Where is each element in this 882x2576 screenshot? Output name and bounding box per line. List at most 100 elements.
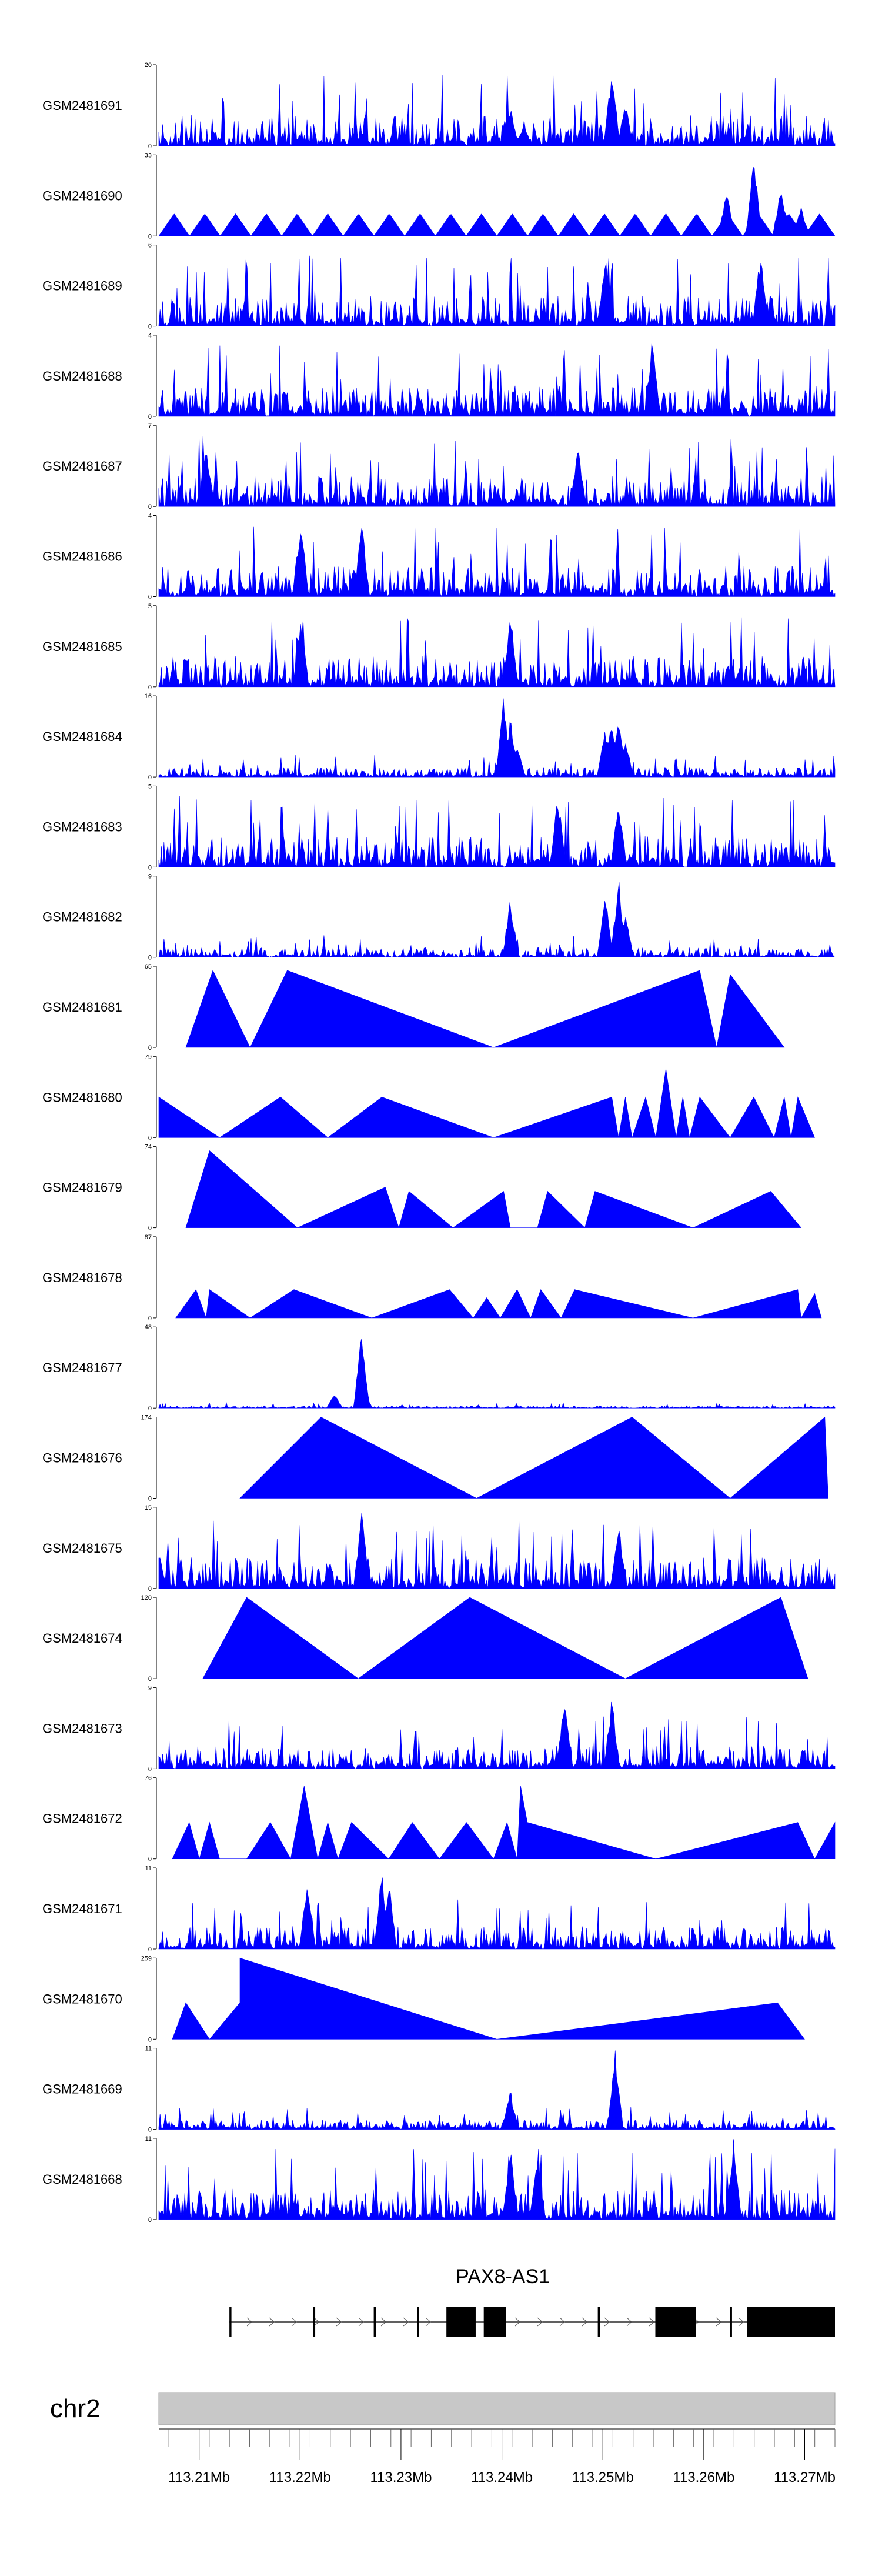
- signal-area: [239, 1416, 828, 1499]
- y-min-label: 0: [148, 1856, 152, 1863]
- signal-area: [158, 1701, 836, 1770]
- y-max-label: 16: [145, 693, 152, 700]
- signal-area: [172, 1786, 836, 1860]
- exon: [229, 2307, 232, 2337]
- y-min-label: 0: [148, 1676, 152, 1683]
- exon: [373, 2307, 376, 2337]
- track-GSM2481680: GSM2481680 79 0: [42, 1053, 815, 1142]
- track-label: GSM2481678: [42, 1270, 122, 1285]
- strand-arrow: [358, 2317, 364, 2327]
- track-label: GSM2481689: [42, 279, 122, 293]
- track-label: GSM2481682: [42, 910, 122, 925]
- x-tick-label: 113.26Mb: [673, 2470, 734, 2485]
- strand-arrow: [246, 2317, 252, 2327]
- track-label: GSM2481680: [42, 1090, 122, 1105]
- y-min-label: 0: [148, 955, 152, 962]
- y-max-label: 20: [145, 62, 152, 69]
- exon: [655, 2307, 696, 2337]
- track-label: GSM2481672: [42, 1811, 122, 1826]
- track-label: GSM2481687: [42, 459, 122, 473]
- x-tick-label: 113.23Mb: [370, 2470, 432, 2485]
- track-label: GSM2481685: [42, 639, 122, 654]
- track-GSM2481679: GSM2481679 74 0: [42, 1144, 802, 1232]
- y-min-label: 0: [148, 503, 152, 510]
- y-max-label: 11: [145, 2046, 152, 2053]
- exon: [597, 2307, 600, 2337]
- y-min-label: 0: [148, 1134, 152, 1142]
- track-GSM2481673: GSM2481673 9 0: [42, 1684, 836, 1773]
- y-min-label: 0: [148, 684, 152, 691]
- y-max-label: 120: [141, 1594, 152, 1601]
- chromosome-band: [158, 2392, 836, 2425]
- track-GSM2481668: GSM2481668 11 0: [42, 2135, 836, 2224]
- track-label: GSM2481670: [42, 1991, 122, 2006]
- track-label: GSM2481668: [42, 2172, 122, 2187]
- track-label: GSM2481677: [42, 1360, 122, 1375]
- exon: [730, 2307, 732, 2337]
- y-min-label: 0: [148, 774, 152, 781]
- x-tick-label: 113.27Mb: [774, 2470, 836, 2485]
- signal-area: [158, 796, 836, 867]
- y-min-label: 0: [148, 1496, 152, 1503]
- track-GSM2481674: GSM2481674 120 0: [42, 1594, 808, 1683]
- y-max-label: 6: [148, 242, 152, 249]
- y-max-label: 7: [148, 422, 152, 429]
- y-min-label: 0: [148, 594, 152, 601]
- y-max-label: 259: [141, 1955, 152, 1962]
- y-min-label: 0: [148, 2127, 152, 2134]
- chromosome-ideogram: chr2: [50, 2392, 836, 2425]
- y-min-label: 0: [148, 1405, 152, 1412]
- gene-track: PAX8-AS1: [229, 2265, 835, 2337]
- y-max-label: 4: [148, 332, 152, 339]
- y-min-label: 0: [148, 2217, 152, 2224]
- signal-area: [158, 343, 836, 417]
- strand-arrow: [269, 2317, 275, 2327]
- track-GSM2481681: GSM2481681 65 0: [42, 963, 785, 1052]
- strand-arrow: [738, 2317, 744, 2327]
- signal-area: [158, 2139, 836, 2220]
- strand-arrow: [291, 2317, 297, 2327]
- y-max-label: 9: [148, 1684, 152, 1691]
- signal-area: [172, 1957, 805, 2040]
- strand-arrow: [313, 2317, 319, 2327]
- track-GSM2481688: GSM2481688 4 0: [42, 332, 836, 421]
- exon: [446, 2307, 476, 2337]
- track-GSM2481671: GSM2481671 11 0: [42, 1865, 836, 1953]
- x-tick-label: 113.24Mb: [471, 2470, 533, 2485]
- signal-area: [158, 1877, 836, 1950]
- track-GSM2481686: GSM2481686 4 0: [42, 513, 836, 601]
- track-label: GSM2481691: [42, 98, 122, 113]
- y-min-label: 0: [148, 1766, 152, 1773]
- y-max-label: 11: [145, 1865, 152, 1872]
- track-GSM2481669: GSM2481669 11 0: [42, 2046, 836, 2134]
- signal-tracks: GSM2481691200GSM2481690330GSM248168960GS…: [42, 62, 836, 2224]
- x-tick-label: 113.21Mb: [168, 2470, 230, 2485]
- signal-area: [158, 882, 836, 958]
- y-min-label: 0: [148, 143, 152, 150]
- y-max-label: 5: [148, 783, 152, 790]
- y-min-label: 0: [148, 1315, 152, 1322]
- x-tick-label: 113.25Mb: [572, 2470, 634, 2485]
- y-min-label: 0: [148, 323, 152, 331]
- strand-arrow: [649, 2317, 654, 2327]
- strand-arrow: [403, 2317, 409, 2327]
- chromosome-label: chr2: [50, 2394, 101, 2423]
- signal-area: [158, 255, 836, 327]
- signal-area: [175, 1289, 822, 1319]
- strand-arrow: [604, 2317, 610, 2327]
- genomic-axis: 113.21Mb 113.22Mb 113.23Mb 113.24Mb 113.25Mb…: [159, 2428, 836, 2485]
- track-GSM2481689: GSM2481689 6 0: [42, 242, 836, 331]
- y-max-label: 79: [145, 1053, 152, 1060]
- signal-area: [202, 1597, 808, 1679]
- y-min-label: 0: [148, 1045, 152, 1052]
- y-max-label: 87: [145, 1234, 152, 1241]
- track-label: GSM2481674: [42, 1631, 122, 1646]
- track-GSM2481687: GSM2481687 7 0: [42, 422, 836, 510]
- track-label: GSM2481686: [42, 549, 122, 564]
- y-max-label: 4: [148, 513, 152, 520]
- y-max-label: 9: [148, 873, 152, 880]
- track-GSM2481676: GSM2481676 174 0: [42, 1414, 828, 1503]
- track-label: GSM2481690: [42, 188, 122, 203]
- y-max-label: 5: [148, 603, 152, 610]
